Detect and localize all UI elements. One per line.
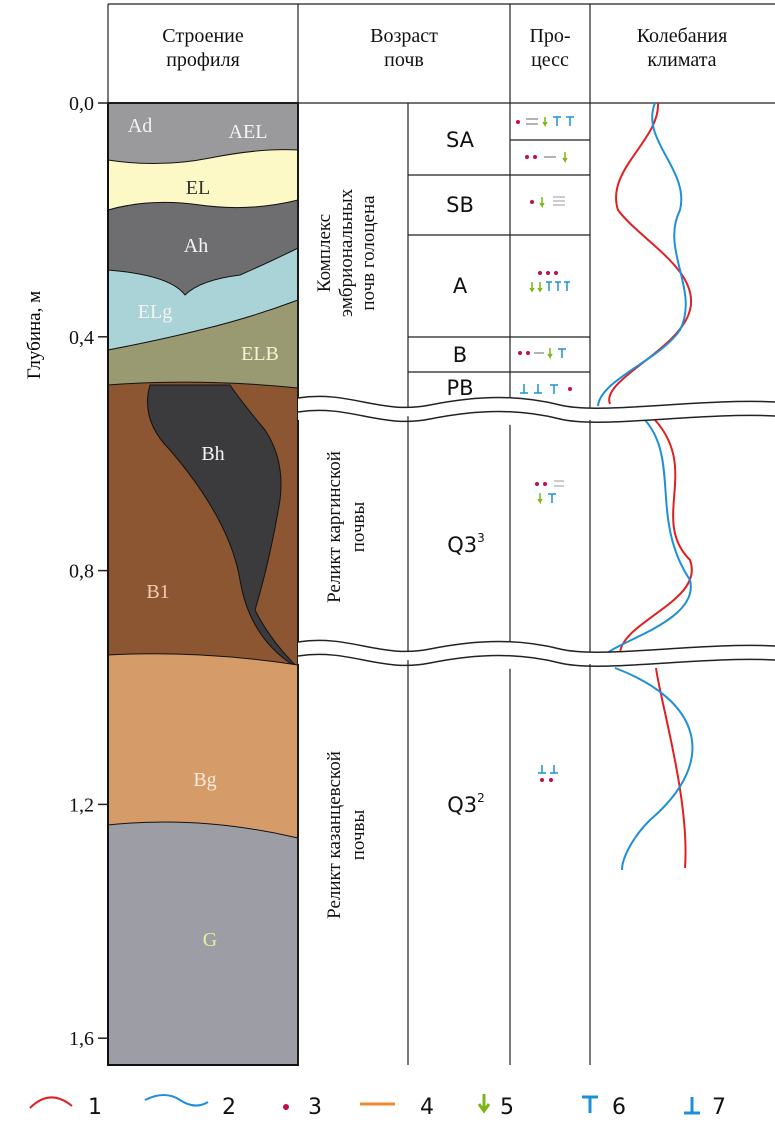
breaks xyxy=(298,396,775,668)
soil-groups: Комплексэмбриональныхпочв голоцена Релик… xyxy=(314,188,379,918)
age-label: Q32 xyxy=(447,791,485,817)
age-label: SB xyxy=(446,193,474,217)
age-label: A xyxy=(453,274,468,298)
horizon-label: B1 xyxy=(146,581,169,603)
tick-label: 0,4 xyxy=(69,327,94,349)
group-label: Комплексэмбриональныхпочв голоцена xyxy=(314,188,379,317)
ages: SA SB A B PB Q33 Q32 xyxy=(446,128,485,817)
horizon-label: G xyxy=(203,929,217,951)
tick-label: 1,2 xyxy=(69,794,94,816)
process-symbols xyxy=(516,117,574,782)
curve-2 xyxy=(598,103,692,870)
climate-curves xyxy=(598,103,692,870)
horizon-label: EL xyxy=(186,177,210,199)
horizon-label: Ad xyxy=(128,115,152,137)
horizon-label: Ah xyxy=(184,235,208,257)
curve-1 xyxy=(609,103,692,868)
tick-label: 0,0 xyxy=(69,93,94,115)
depth-axis-title: Глубина, м xyxy=(24,291,45,379)
horizon-label: Bh xyxy=(201,443,224,465)
horizon-label: ELg xyxy=(138,301,172,323)
depth-axis: 0,0 0,4 0,8 1,2 1,6 xyxy=(69,93,108,1050)
legend-label: 7 xyxy=(712,1095,726,1120)
horizon-label: Bg xyxy=(193,769,216,791)
soil-diagram: Ad AEL EL Ah ELg ELB Bh B1 Bg G xyxy=(0,0,775,1126)
horizon-label: AEL xyxy=(229,121,268,143)
age-label: B xyxy=(453,343,467,367)
legend-label: 3 xyxy=(308,1095,322,1120)
legend-label: 1 xyxy=(88,1095,102,1120)
legend-label: 4 xyxy=(420,1095,434,1120)
tick-label: 1,6 xyxy=(69,1028,94,1050)
age-label: Q33 xyxy=(447,531,485,557)
age-label: PB xyxy=(446,376,473,400)
horizon-label: ELB xyxy=(241,343,279,365)
legend: 1 2 3 4 5 6 7 xyxy=(30,1094,726,1120)
legend-label: 5 xyxy=(500,1095,514,1120)
age-label: SA xyxy=(446,128,475,152)
header-process: Про-цесс xyxy=(529,25,570,71)
tick-label: 0,8 xyxy=(69,561,94,583)
legend-label: 6 xyxy=(612,1095,626,1120)
legend-label: 2 xyxy=(222,1095,236,1120)
